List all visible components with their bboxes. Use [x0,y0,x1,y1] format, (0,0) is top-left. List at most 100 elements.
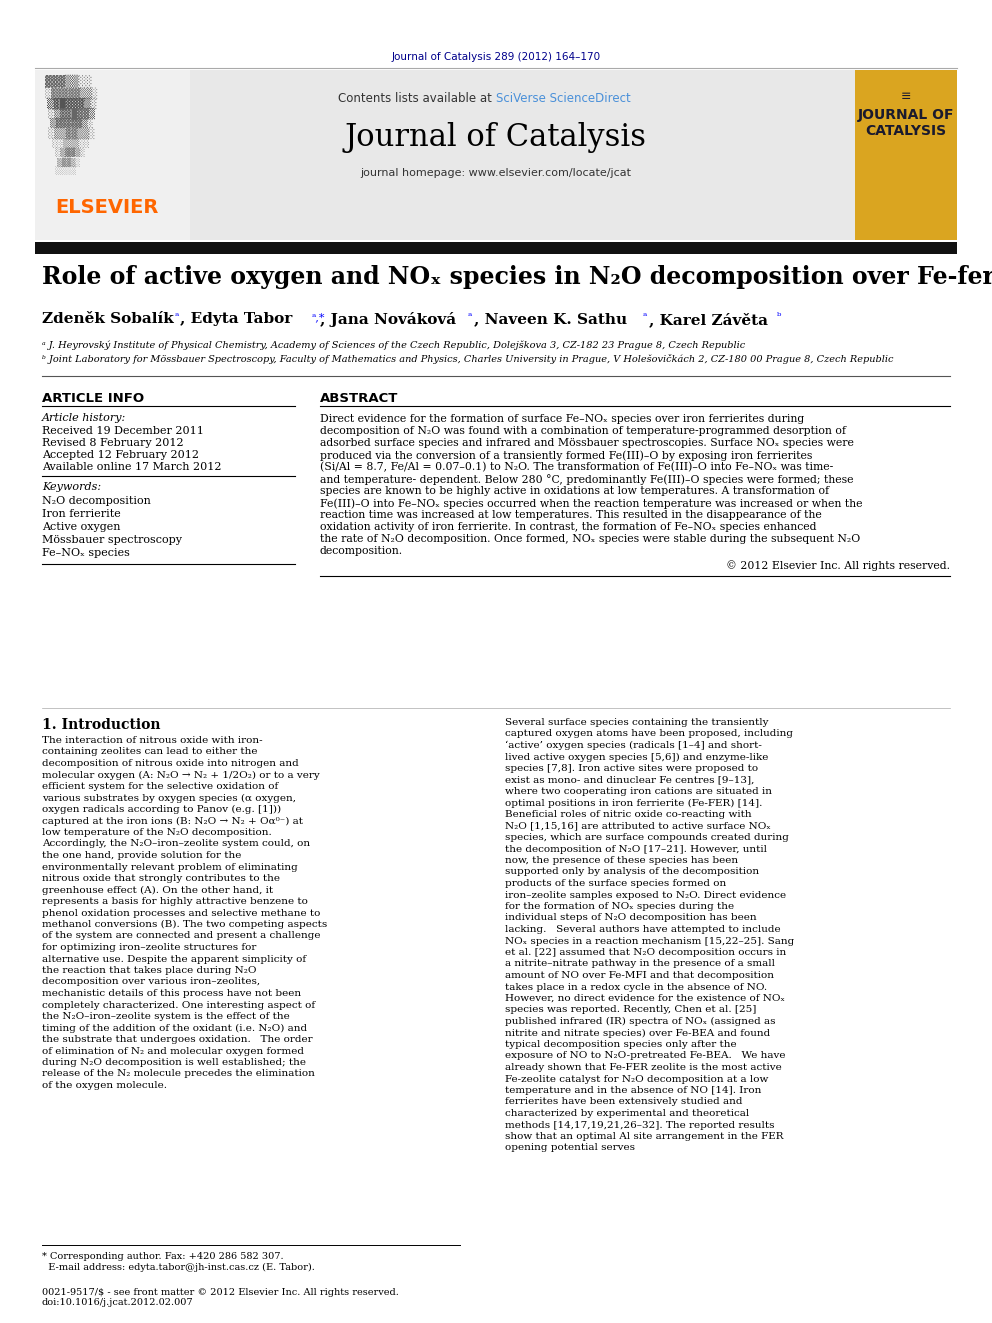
Text: environmentally relevant problem of eliminating: environmentally relevant problem of elim… [42,863,298,872]
Text: decomposition over various iron–zeolites,: decomposition over various iron–zeolites… [42,978,260,987]
Text: Fe-zeolite catalyst for N₂O decomposition at a low: Fe-zeolite catalyst for N₂O decompositio… [505,1074,769,1084]
Text: the reaction that takes place during N₂O: the reaction that takes place during N₂O [42,966,257,975]
Text: ▒▓▓▓▓▓▒░: ▒▓▓▓▓▓▒░ [50,118,93,128]
Text: produced via the conversion of a transiently formed Fe(III)–O by exposing iron f: produced via the conversion of a transie… [320,450,812,460]
Text: nitrous oxide that strongly contributes to the: nitrous oxide that strongly contributes … [42,875,280,882]
Text: ferrierites have been extensively studied and: ferrierites have been extensively studie… [505,1098,742,1106]
Text: the substrate that undergoes oxidation.   The order: the substrate that undergoes oxidation. … [42,1035,312,1044]
Text: phenol oxidation processes and selective methane to: phenol oxidation processes and selective… [42,909,320,917]
Text: However, no direct evidence for the existence of NOₓ: However, no direct evidence for the exis… [505,994,785,1003]
Text: opening potential serves: opening potential serves [505,1143,635,1152]
Text: species [7,8]. Iron active sites were proposed to: species [7,8]. Iron active sites were pr… [505,763,758,773]
Text: , Naveen K. Sathu: , Naveen K. Sathu [474,312,627,325]
Text: methanol conversions (B). The two competing aspects: methanol conversions (B). The two compet… [42,919,327,929]
Text: takes place in a redox cycle in the absence of NO.: takes place in a redox cycle in the abse… [505,983,767,991]
Bar [35,70,190,239]
Text: lived active oxygen species [5,6]) and enzyme-like: lived active oxygen species [5,6]) and e… [505,753,769,762]
Text: Revised 8 February 2012: Revised 8 February 2012 [42,438,184,448]
Text: optimal positions in iron ferrierite (Fe-FER) [14].: optimal positions in iron ferrierite (Fe… [505,799,763,807]
Text: the one hand, provide solution for the: the one hand, provide solution for the [42,851,241,860]
Text: adsorbed surface species and infrared and Mössbauer spectroscopies. Surface NOₓ : adsorbed surface species and infrared an… [320,438,854,448]
Text: (Si/Al = 8.7, Fe/Al = 0.07–0.1) to N₂O. The transformation of Fe(III)–O into Fe–: (Si/Al = 8.7, Fe/Al = 0.07–0.1) to N₂O. … [320,462,833,472]
Text: Journal of Catalysis 289 (2012) 164–170: Journal of Catalysis 289 (2012) 164–170 [392,52,600,62]
Text: reaction time was increased at low temperatures. This resulted in the disappeara: reaction time was increased at low tempe… [320,509,821,520]
Text: temperature and in the absence of NO [14]. Iron: temperature and in the absence of NO [14… [505,1086,762,1095]
Text: Mössbauer spectroscopy: Mössbauer spectroscopy [42,534,182,545]
Text: efficient system for the selective oxidation of: efficient system for the selective oxida… [42,782,278,791]
Text: ‘active’ oxygen species (radicals [1–4] and short-: ‘active’ oxygen species (radicals [1–4] … [505,741,762,750]
Text: ≡: ≡ [901,90,912,103]
Bar [35,70,855,239]
Text: completely characterized. One interesting aspect of: completely characterized. One interestin… [42,1000,315,1009]
Text: Beneficial roles of nitric oxide co-reacting with: Beneficial roles of nitric oxide co-reac… [505,810,752,819]
Text: Zdeněk Sobalík: Zdeněk Sobalík [42,312,174,325]
Text: ░░░░░: ░░░░░ [55,165,76,175]
Text: captured oxygen atoms have been proposed, including: captured oxygen atoms have been proposed… [505,729,793,738]
Text: species, which are surface compounds created during: species, which are surface compounds cre… [505,833,789,841]
Text: the N₂O–iron–zeolite system is the effect of the: the N₂O–iron–zeolite system is the effec… [42,1012,290,1021]
Text: ░▒▓▓█▓▓▒: ░▒▓▓█▓▓▒ [48,108,95,120]
Text: 1. Introduction: 1. Introduction [42,718,161,732]
Text: Article history:: Article history: [42,413,126,423]
Text: species was reported. Recently, Chen et al. [25]: species was reported. Recently, Chen et … [505,1005,756,1015]
Text: captured at the iron ions (B: N₂O → N₂ + Oα⁰⁻) at: captured at the iron ions (B: N₂O → N₂ +… [42,816,303,826]
Text: The interaction of nitrous oxide with iron-: The interaction of nitrous oxide with ir… [42,736,263,745]
Text: a nitrite–nitrate pathway in the presence of a small: a nitrite–nitrate pathway in the presenc… [505,959,775,968]
Text: et al. [22] assumed that N₂O decomposition occurs in: et al. [22] assumed that N₂O decompositi… [505,949,787,957]
Text: containing zeolites can lead to either the: containing zeolites can lead to either t… [42,747,258,757]
Text: where two cooperating iron cations are situated in: where two cooperating iron cations are s… [505,787,772,796]
Text: exist as mono- and dinuclear Fe centres [9–13],: exist as mono- and dinuclear Fe centres … [505,775,754,785]
Text: ᵇ Joint Laboratory for Mössbauer Spectroscopy, Faculty of Mathematics and Physic: ᵇ Joint Laboratory for Mössbauer Spectro… [42,355,894,364]
Bar [35,242,957,254]
Text: Accepted 12 February 2012: Accepted 12 February 2012 [42,450,199,460]
Text: alternative use. Despite the apparent simplicity of: alternative use. Despite the apparent si… [42,954,307,963]
Text: N₂O decomposition: N₂O decomposition [42,496,151,505]
Text: ░▓▓▓▓▓▒▒░: ░▓▓▓▓▓▒▒░ [45,89,98,101]
Text: © 2012 Elsevier Inc. All rights reserved.: © 2012 Elsevier Inc. All rights reserved… [726,560,950,570]
Text: ᵃ J. Heyrovský Institute of Physical Chemistry, Academy of Sciences of the Czech: ᵃ J. Heyrovský Institute of Physical Che… [42,340,745,349]
Text: of the system are connected and present a challenge: of the system are connected and present … [42,931,320,941]
Text: already shown that Fe-FER zeolite is the most active: already shown that Fe-FER zeolite is the… [505,1062,782,1072]
Text: characterized by experimental and theoretical: characterized by experimental and theore… [505,1109,749,1118]
Text: ᵃ: ᵃ [468,312,472,321]
Text: Received 19 December 2011: Received 19 December 2011 [42,426,204,437]
Text: N₂O [1,15,16] are attributed to active surface NOₓ: N₂O [1,15,16] are attributed to active s… [505,822,771,831]
Text: , Karel Závěta: , Karel Závěta [649,312,768,327]
Text: ▒▓█▓▓▓▒░: ▒▓█▓▓▓▒░ [47,98,97,110]
Text: ᵃ,*: ᵃ,* [312,312,325,321]
Text: greenhouse effect (A). On the other hand, it: greenhouse effect (A). On the other hand… [42,885,273,894]
Text: NOₓ species in a reaction mechanism [15,22–25]. Sang: NOₓ species in a reaction mechanism [15,… [505,937,795,946]
Text: represents a basis for highly attractive benzene to: represents a basis for highly attractive… [42,897,308,906]
Text: Fe(III)–O into Fe–NOₓ species occurred when the reaction temperature was increas: Fe(III)–O into Fe–NOₓ species occurred w… [320,497,862,508]
Text: now, the presence of these species has been: now, the presence of these species has b… [505,856,738,865]
Text: low temperature of the N₂O decomposition.: low temperature of the N₂O decomposition… [42,828,272,837]
Text: , Edyta Tabor: , Edyta Tabor [180,312,293,325]
Text: ▓▓▓▒▒░░: ▓▓▓▒▒░░ [45,75,92,89]
Text: ABSTRACT: ABSTRACT [320,392,399,405]
Text: Direct evidence for the formation of surface Fe–NOₓ species over iron ferrierite: Direct evidence for the formation of sur… [320,414,805,423]
Text: during N₂O decomposition is well established; the: during N₂O decomposition is well establi… [42,1058,306,1068]
Text: Accordingly, the N₂O–iron–zeolite system could, on: Accordingly, the N₂O–iron–zeolite system… [42,840,310,848]
Text: ▒▓▓▒░: ▒▓▓▒░ [57,157,80,168]
Text: , Jana Nováková: , Jana Nováková [320,312,456,327]
Text: Contents lists available at: Contents lists available at [338,93,496,105]
Text: Keywords:: Keywords: [42,482,101,492]
Text: oxygen radicals according to Panov (e.g. [1])): oxygen radicals according to Panov (e.g.… [42,804,281,814]
Text: journal homepage: www.elsevier.com/locate/jcat: journal homepage: www.elsevier.com/locat… [360,168,632,179]
Text: release of the N₂ molecule precedes the elimination: release of the N₂ molecule precedes the … [42,1069,314,1078]
Text: ░▒▓▓▒░: ░▒▓▓▒░ [55,148,85,157]
Text: ᵇ: ᵇ [777,312,782,321]
Text: products of the surface species formed on: products of the surface species formed o… [505,878,726,888]
Text: * Corresponding author. Fax: +420 286 582 307.
  E-mail address: edyta.tabor@jh-: * Corresponding author. Fax: +420 286 58… [42,1252,314,1271]
Text: of the oxygen molecule.: of the oxygen molecule. [42,1081,167,1090]
Text: ELSEVIER: ELSEVIER [55,198,159,217]
Text: amount of NO over Fe-MFI and that decomposition: amount of NO over Fe-MFI and that decomp… [505,971,774,980]
Text: oxidation activity of iron ferrierite. In contrast, the formation of Fe–NOₓ spec: oxidation activity of iron ferrierite. I… [320,523,816,532]
Text: Fe–NOₓ species: Fe–NOₓ species [42,548,130,558]
Text: Role of active oxygen and NOₓ species in N₂O decomposition over Fe-ferrierite: Role of active oxygen and NOₓ species in… [42,265,992,288]
Text: Active oxygen: Active oxygen [42,523,120,532]
Text: timing of the addition of the oxidant (i.e. N₂O) and: timing of the addition of the oxidant (i… [42,1024,308,1033]
Text: for optimizing iron–zeolite structures for: for optimizing iron–zeolite structures f… [42,943,256,953]
Text: ARTICLE INFO: ARTICLE INFO [42,392,144,405]
Text: ᵃ: ᵃ [643,312,648,321]
